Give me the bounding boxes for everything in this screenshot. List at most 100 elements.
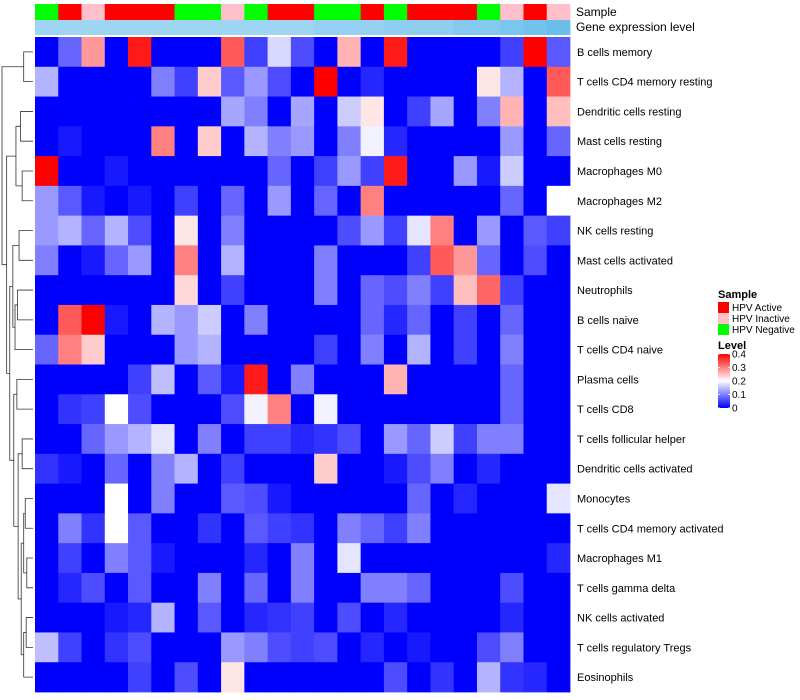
heatmap-cell	[290, 245, 315, 276]
heatmap-cell	[314, 572, 338, 604]
heatmap-cell	[407, 304, 431, 336]
gene-expression-annotation-cell	[314, 20, 338, 35]
heatmap-cell	[104, 334, 129, 365]
gene-expression-annotation-cell	[128, 20, 152, 35]
heatmap-cell	[174, 513, 199, 544]
heatmap-cell	[360, 334, 385, 365]
heatmap-cell	[500, 156, 524, 187]
heatmap-cell	[104, 156, 129, 187]
heatmap-cell	[128, 483, 152, 514]
column-annotations	[35, 4, 571, 35]
heatmap-cell	[337, 275, 362, 306]
heatmap-cell	[337, 364, 362, 395]
heatmap-cell	[151, 394, 175, 425]
row-label: Eosinophils	[577, 672, 634, 684]
heatmap-cell	[314, 185, 338, 217]
heatmap-cell	[244, 126, 269, 157]
heatmap-cell	[58, 245, 82, 276]
heatmap-cells	[35, 37, 571, 693]
heatmap-cell	[151, 185, 175, 217]
heatmap-cell	[128, 424, 152, 455]
heatmap-cell	[407, 513, 431, 544]
legend-sample-title: Sample	[718, 289, 757, 301]
heatmap-cell	[337, 572, 362, 604]
legend-level-tick-label: 0.1	[732, 390, 746, 401]
heatmap-cell	[58, 572, 82, 604]
heatmap-cell	[221, 513, 245, 544]
heatmap-cell	[128, 275, 152, 306]
heatmap-cell	[290, 215, 315, 246]
heatmap-cell	[197, 66, 222, 97]
heatmap-cell	[314, 662, 338, 693]
gene-expression-annotation-cell	[104, 20, 129, 35]
heatmap-cell	[407, 364, 431, 395]
heatmap-cell	[58, 96, 82, 127]
heatmap-cell	[290, 632, 315, 663]
heatmap-cell	[197, 96, 222, 127]
row-label: Monocytes	[577, 493, 631, 505]
heatmap-cell	[476, 364, 501, 395]
heatmap-cell	[81, 662, 106, 693]
heatmap-cell	[290, 185, 315, 217]
heatmap-cell	[244, 245, 269, 276]
heatmap-cell	[383, 37, 408, 68]
heatmap-cell	[197, 156, 222, 187]
heatmap-cell	[523, 156, 548, 187]
heatmap-cell	[360, 364, 385, 395]
sample-annotation-cell	[476, 4, 501, 20]
heatmap-cell	[314, 602, 338, 633]
heatmap-cell	[174, 364, 199, 395]
heatmap-cell	[267, 513, 292, 544]
heatmap-cell	[174, 96, 199, 127]
heatmap-cell	[407, 126, 431, 157]
heatmap-cell	[314, 364, 338, 395]
heatmap-cell	[314, 304, 338, 336]
gene-expression-annotation-cell	[35, 20, 59, 35]
heatmap-cell	[523, 364, 548, 395]
heatmap-cell	[197, 37, 222, 68]
heatmap-cell	[500, 66, 524, 97]
gene-expression-annotation-cell	[290, 20, 315, 35]
heatmap-cell	[360, 304, 385, 336]
heatmap-cell	[360, 572, 385, 604]
heatmap-cell	[453, 185, 478, 217]
heatmap-cell	[290, 513, 315, 544]
heatmap-cell	[500, 483, 524, 514]
heatmap-cell	[523, 275, 548, 306]
heatmap-cell	[453, 364, 478, 395]
heatmap-cell	[430, 364, 455, 395]
heatmap-cell	[221, 453, 245, 484]
heatmap-cell	[337, 37, 362, 68]
heatmap-cell	[290, 66, 315, 97]
heatmap-cell	[174, 304, 199, 336]
row-label: Macrophages M1	[577, 553, 662, 565]
heatmap-cell	[383, 602, 408, 633]
heatmap-cell	[290, 483, 315, 514]
gene-expression-annotation-cell	[221, 20, 245, 35]
heatmap-cell	[35, 334, 59, 365]
gene-expression-annotation-cell	[174, 20, 199, 35]
heatmap-cell	[360, 394, 385, 425]
heatmap-cell	[244, 453, 269, 484]
row-label: Mast cells resting	[577, 136, 662, 148]
sample-annotation-cell	[500, 4, 524, 20]
heatmap-cell	[290, 37, 315, 68]
sample-annotation-cell	[523, 4, 548, 20]
heatmap-cell	[104, 96, 129, 127]
heatmap-cell	[383, 245, 408, 276]
heatmap-cell	[546, 572, 571, 604]
heatmap-cell	[174, 66, 199, 97]
heatmap-cell	[104, 483, 129, 514]
gene-expression-annotation-cell	[383, 20, 408, 35]
heatmap-cell	[197, 483, 222, 514]
heatmap-cell	[523, 126, 548, 157]
heatmap-cell	[151, 513, 175, 544]
heatmap-cell	[35, 543, 59, 574]
heatmap-cell	[523, 483, 548, 514]
heatmap-cell	[151, 334, 175, 365]
heatmap-cell	[546, 543, 571, 574]
heatmap-cell	[430, 185, 455, 217]
legend-sample-label: HPV Active	[732, 303, 782, 314]
heatmap-cell	[58, 453, 82, 484]
